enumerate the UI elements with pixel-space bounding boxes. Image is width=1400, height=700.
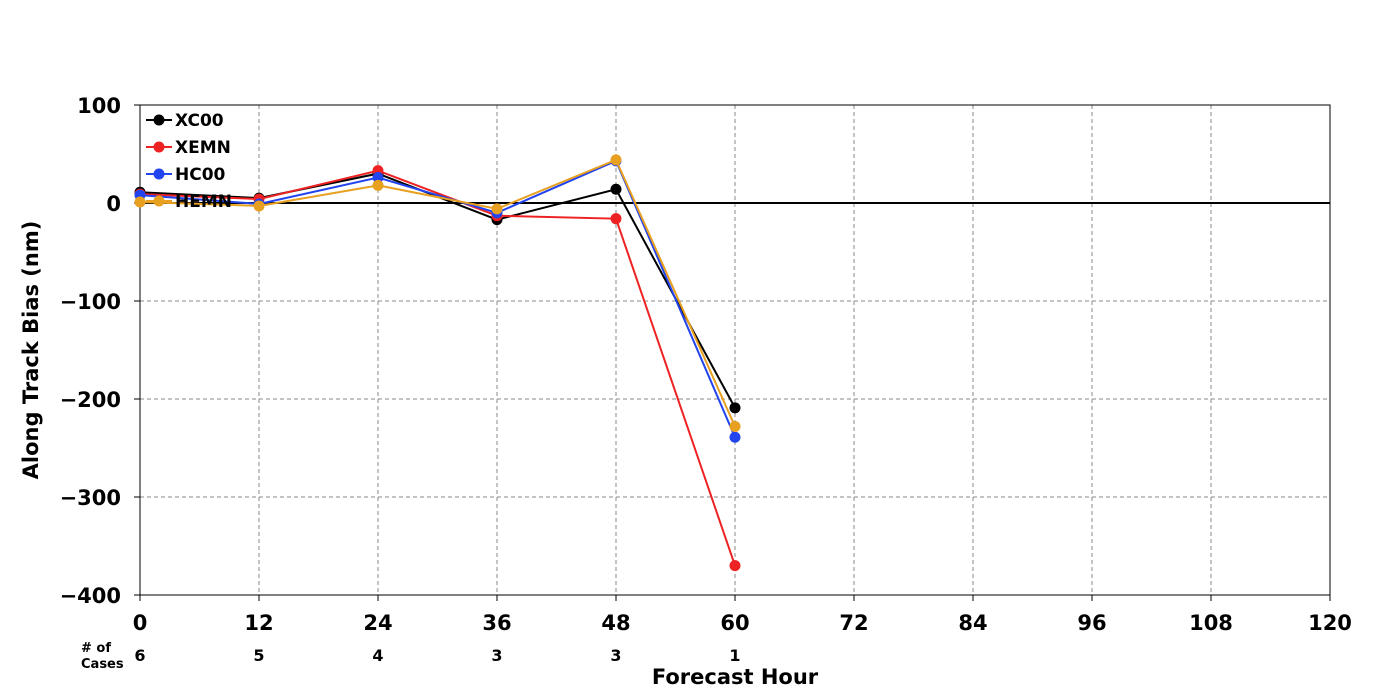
data-point [729,431,741,443]
legend-item-xc00: XC00 [146,111,224,131]
cases-label-line1: # of [81,641,111,656]
x-tick-label: 12 [244,611,273,635]
x-tick-label: 36 [482,611,511,635]
case-count: 3 [491,646,502,665]
legend-marker [153,195,165,207]
series-line [139,159,736,438]
legend-marker [153,114,165,126]
series-xemn [134,165,741,572]
y-tick-label: −200 [60,388,121,412]
legend-item-hc00: HC00 [146,165,226,185]
legend-label: XC00 [175,111,224,131]
case-count: 1 [729,646,740,665]
legend-item-xemn: XEMN [146,138,231,158]
x-tick-label: 96 [1077,611,1106,635]
legend-item-hemn: HEMN [146,192,232,212]
series-line [139,169,736,566]
case-count: 3 [610,646,621,665]
legend-label: HEMN [175,192,232,212]
data-point [610,183,622,195]
y-tick-label: −300 [60,486,121,510]
data-point [610,213,622,225]
axis-ticks: 0 12 24 36 48 60 72 84 96 108 1201000−100−200−300−… [60,94,1352,665]
legend-marker [153,168,165,180]
data-point [729,420,741,432]
x-tick-label: 60 [720,611,749,635]
case-count: 5 [253,646,264,665]
legend-marker [153,141,165,153]
legend-label: XEMN [175,138,231,158]
x-tick-label: 84 [958,611,987,635]
series-hemn [134,154,741,432]
series-lines [134,154,741,572]
data-point [372,172,384,184]
y-tick-label: 0 [106,192,121,216]
x-tick-label: 48 [601,611,630,635]
x-tick-label: 120 [1308,611,1352,635]
x-tick-label: 24 [363,611,392,635]
data-point [729,402,741,414]
x-tick-label: 72 [839,611,868,635]
data-point [253,200,265,212]
legend-label: HC00 [175,165,226,185]
case-count: 4 [372,646,383,665]
data-point [372,179,384,191]
grid [140,105,1330,595]
x-axis-title: Forecast Hour [652,665,819,689]
y-axis-title: Along Track Bias (nm) [19,221,43,480]
data-point [610,154,622,166]
cases-label-line2: Cases [81,657,124,672]
x-tick-label: 108 [1189,611,1233,635]
y-tick-label: −100 [60,290,121,314]
series-line [139,158,736,427]
data-point [491,203,503,215]
data-point [729,560,741,572]
data-point [134,196,146,208]
y-tick-label: −400 [60,584,121,608]
legend: XC00 XEMN HC00 HEMN [146,111,232,212]
y-tick-label: 100 [77,94,121,118]
x-tick-label: 0 [133,611,148,635]
case-count: 6 [134,646,145,665]
